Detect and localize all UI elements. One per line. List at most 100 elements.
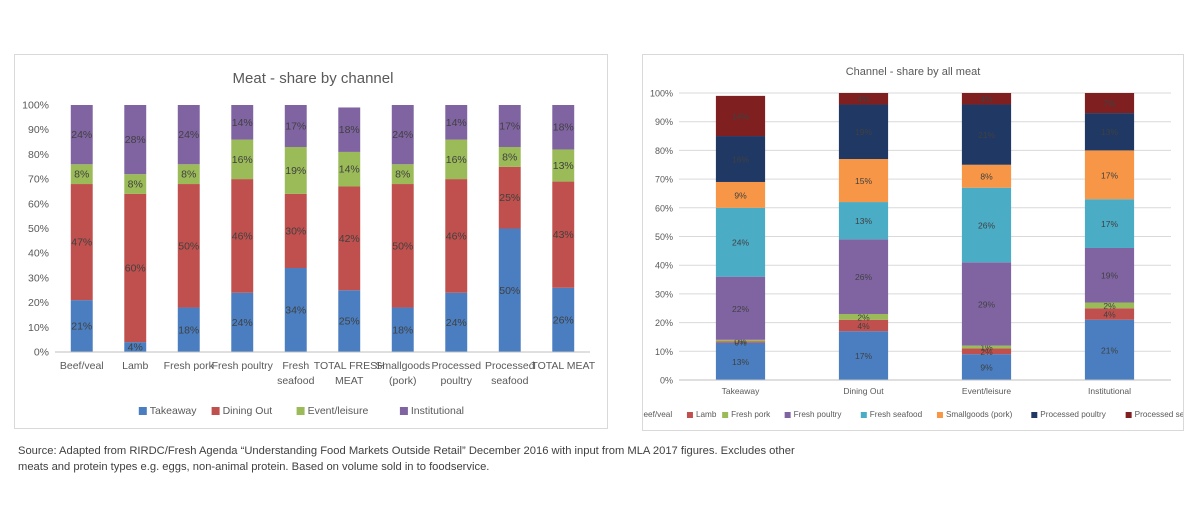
data-label: 50%	[392, 240, 413, 252]
data-label: 16%	[232, 154, 253, 166]
legend-label-fresh-pork: Fresh pork	[731, 410, 771, 419]
data-label: 17%	[285, 120, 306, 132]
bar-segment-institutional-fresh-seafood	[284, 105, 307, 147]
data-label: 22%	[732, 304, 749, 314]
bar-segment-institutional-total-meat	[552, 105, 575, 150]
bar-segment-event-leisure-total-meat	[552, 149, 575, 182]
bar-segment-fresh-seafood-takeaway	[715, 207, 766, 277]
data-label: 0%	[734, 336, 747, 346]
x-category-label: Fresh poultry	[212, 360, 274, 372]
data-label: 4%	[857, 321, 870, 331]
bar-segment-dining-out-total-meat	[552, 181, 575, 288]
data-label: 14%	[339, 164, 360, 176]
legend-swatch-takeaway	[138, 407, 147, 415]
data-label: 21%	[978, 130, 995, 140]
x-category-label: Dining Out	[843, 386, 884, 396]
legend-label-fresh-poultry: Fresh poultry	[794, 410, 843, 419]
bar-segment-fresh-seafood-institutional	[1084, 199, 1135, 248]
data-label: 43%	[553, 229, 574, 241]
x-category-label: Takeaway	[722, 386, 761, 396]
data-label: 21%	[71, 321, 92, 333]
y-tick-label: 40%	[28, 248, 49, 260]
x-category-label: TOTAL FRESH	[314, 360, 385, 372]
data-label: 50%	[499, 285, 520, 297]
y-tick-label: 30%	[28, 272, 49, 284]
data-label: 8%	[395, 169, 410, 181]
bar-segment-beef-veal-dining-out	[838, 331, 889, 380]
legend-label-fresh-seafood: Fresh seafood	[870, 410, 923, 419]
data-label: 2%	[857, 312, 870, 322]
data-label: 29%	[978, 299, 995, 309]
bar-segment-institutional-smallgoods-pork	[391, 105, 414, 165]
y-tick-label: 50%	[28, 223, 49, 235]
data-label: 17%	[1101, 170, 1118, 180]
data-label: 8%	[181, 169, 196, 181]
data-label: 26%	[855, 272, 872, 282]
y-tick-label: 20%	[655, 318, 673, 328]
bar-segment-fresh-poultry-institutional	[1084, 247, 1135, 303]
x-category-label: seafood	[277, 375, 315, 387]
legend-label-smallgoods-pork: Smallgoods (pork)	[946, 410, 1013, 419]
bar-segment-takeaway-total-meat	[552, 287, 575, 352]
y-tick-label: 70%	[655, 175, 673, 185]
bar-segment-institutional-total-fresh-meat	[338, 107, 361, 152]
bar-segment-takeaway-processed-seafood	[498, 228, 521, 352]
bar-segment-smallgoods-pork-takeaway	[715, 181, 766, 208]
bar-segment-processed-seafood-dining-out	[838, 93, 889, 105]
x-category-label: Lamb	[122, 360, 148, 372]
bar-segment-event-leisure-fresh-seafood	[284, 146, 307, 194]
legend-label-event-leisure: Event/leisure	[308, 405, 369, 417]
bar-segment-lamb-dining-out	[838, 319, 889, 332]
bar-segment-beef-veal-event-leisure	[961, 354, 1012, 380]
x-category-label: Beef/veal	[60, 360, 104, 372]
legend-swatch-fresh-poultry	[784, 412, 791, 418]
data-label: 24%	[446, 317, 467, 329]
legend-swatch-smallgoods-pork	[936, 412, 943, 418]
data-label: 16%	[446, 154, 467, 166]
x-category-label: Fresh pork	[164, 360, 215, 372]
legend-swatch-lamb	[686, 412, 693, 418]
y-tick-label: 60%	[28, 198, 49, 210]
legend-label-beef-veal: Beef/veal	[643, 410, 672, 419]
data-label: 18%	[553, 122, 574, 134]
bar-segment-processed-seafood-event-leisure	[961, 93, 1012, 105]
data-label: 24%	[732, 238, 749, 248]
legend-label-processed-seafood: Processed seafood	[1135, 410, 1183, 419]
bar-segment-smallgoods-pork-institutional	[1084, 150, 1135, 200]
data-label: 14%	[232, 117, 253, 129]
bar-segment-lamb-institutional	[1084, 308, 1135, 320]
data-label: 25%	[499, 192, 520, 204]
data-label: 26%	[978, 221, 995, 231]
legend-swatch-processed-seafood	[1125, 412, 1132, 418]
legend-swatch-dining-out	[211, 407, 220, 415]
data-label: 25%	[339, 316, 360, 328]
x-category-label: Processed	[431, 360, 481, 372]
data-label: 24%	[232, 317, 253, 329]
bar-segment-event-leisure-beef-veal	[70, 164, 93, 185]
bar-segment-dining-out-processed-seafood	[498, 166, 521, 229]
bar-segment-dining-out-fresh-poultry	[231, 179, 254, 293]
data-label: 0%	[734, 337, 747, 347]
data-label: 18%	[178, 324, 199, 336]
data-label: 2%	[980, 347, 993, 357]
legend-label-lamb: Lamb	[696, 410, 717, 419]
data-label: 46%	[232, 230, 253, 242]
data-label: 8%	[128, 179, 143, 191]
data-label: 4%	[857, 94, 870, 104]
data-label: 13%	[855, 216, 872, 226]
legend-label-processed-poultry: Processed poultry	[1040, 410, 1106, 419]
y-tick-label: 40%	[655, 261, 673, 271]
data-label: 19%	[1101, 271, 1118, 281]
bar-segment-takeaway-lamb	[124, 342, 147, 352]
y-tick-label: 80%	[28, 149, 49, 161]
y-tick-label: 0%	[660, 376, 673, 386]
data-label: 2%	[1103, 301, 1116, 311]
data-label: 46%	[446, 230, 467, 242]
bar-segment-event-leisure-smallgoods-pork	[391, 164, 414, 185]
legend-swatch-fresh-pork	[722, 412, 729, 418]
bar-segment-event-leisure-fresh-poultry	[231, 139, 254, 180]
bar-segment-fresh-poultry-event-leisure	[961, 262, 1012, 346]
bar-segment-event-leisure-total-fresh-meat	[338, 151, 361, 187]
legend-label-dining-out: Dining Out	[223, 405, 273, 417]
x-category-label: Processed	[485, 360, 535, 372]
